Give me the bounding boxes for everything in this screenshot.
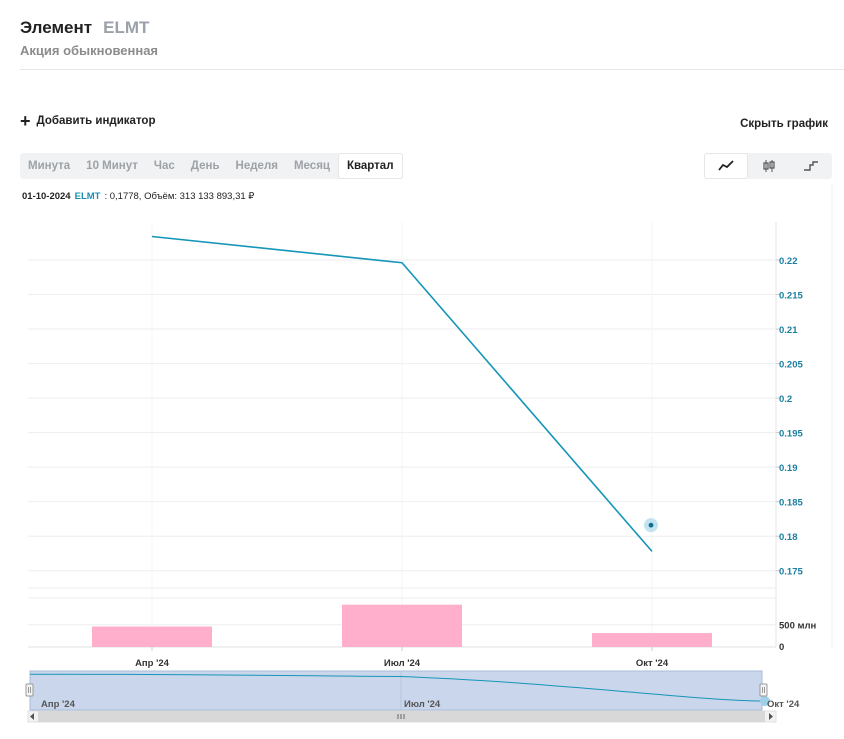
chart-legend: 01-10-2024 ELMT : 0,1778, Объём: 313 133…	[22, 191, 254, 202]
candlestick-chart-button[interactable]	[748, 153, 790, 179]
price-tick-label: 0.2	[779, 394, 792, 405]
add-indicator-label: Добавить индикатор	[36, 115, 156, 127]
company-name: Элемент	[20, 18, 93, 37]
time-tick-label: Июл '24	[384, 658, 421, 669]
time-tick-label: Апр '24	[135, 658, 170, 669]
navigator-time-label: Окт '24	[767, 699, 800, 710]
navigator-left-handle[interactable]	[25, 683, 34, 697]
price-tick-label: 0.21	[779, 325, 798, 336]
period-day[interactable]: День	[190, 160, 220, 172]
volume-bar	[92, 626, 212, 647]
line-chart-button[interactable]	[704, 153, 748, 179]
legend-ticker: ELMT	[74, 191, 101, 202]
plus-icon: +	[20, 111, 31, 131]
price-tick-label: 0.18	[779, 532, 798, 543]
legend-date: 01-10-2024	[22, 191, 71, 202]
step-chart-button[interactable]	[790, 153, 832, 179]
time-tick-label: Окт '24	[636, 658, 669, 669]
instrument-header: Элемент ELMT Акция обыкновенная	[20, 18, 158, 58]
instrument-type: Акция обыкновенная	[20, 43, 159, 58]
price-tick-label: 0.185	[779, 498, 803, 509]
volume-tick-label: 0	[779, 642, 784, 653]
header-divider	[20, 69, 844, 70]
volume-tick-label: 500 млн	[779, 621, 817, 632]
navigator-right-handle[interactable]	[759, 683, 768, 697]
price-tick-label: 0.19	[779, 463, 798, 474]
navigator-end-marker	[760, 696, 770, 707]
price-tick-label: 0.22	[779, 256, 798, 267]
price-tick-label: 0.215	[779, 291, 803, 302]
price-tick-label: 0.195	[779, 429, 803, 440]
price-line	[151, 235, 653, 552]
period-minute[interactable]: Минута	[28, 160, 71, 172]
hide-chart-button[interactable]: Скрыть график	[740, 118, 828, 130]
navigator-time-label: Июл '24	[404, 699, 441, 710]
ticker-symbol: ELMT	[103, 18, 150, 37]
navigator-time-label: Апр '24	[41, 699, 76, 710]
period-week[interactable]: Неделя	[235, 160, 278, 172]
legend-value: : 0,1778, Объём: 313 133 893,31 ₽	[104, 191, 255, 202]
volume-bar	[592, 633, 712, 647]
step-chart-icon	[804, 161, 818, 171]
scroll-left-arrow-icon[interactable]	[30, 713, 34, 720]
period-selector: Минута 10 Минут Час День Неделя Месяц Кв…	[20, 153, 403, 179]
price-tick-label: 0.175	[779, 567, 803, 578]
navigator-series-line	[29, 673, 766, 702]
period-quarter[interactable]: Квартал	[337, 153, 403, 179]
chart-type-selector	[704, 153, 832, 179]
add-indicator-button[interactable]: + Добавить индикатор	[20, 111, 156, 131]
price-tick-label: 0.205	[779, 360, 803, 371]
scroll-right-arrow-icon[interactable]	[769, 713, 773, 720]
candlestick-icon	[763, 160, 775, 172]
volume-bar	[342, 604, 462, 647]
price-marker-dot	[648, 522, 654, 528]
period-10-minutes[interactable]: 10 Минут	[86, 160, 138, 172]
period-hour[interactable]: Час	[153, 160, 175, 172]
period-month[interactable]: Месяц	[293, 160, 330, 172]
line-chart-icon	[718, 160, 734, 171]
navigator-range	[29, 670, 763, 711]
